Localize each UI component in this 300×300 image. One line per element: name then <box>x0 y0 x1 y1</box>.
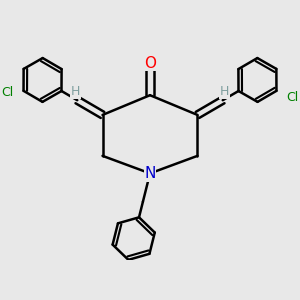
Text: Cl: Cl <box>286 91 299 103</box>
Text: Cl: Cl <box>1 86 13 99</box>
Text: H: H <box>220 85 229 98</box>
Text: H: H <box>71 85 80 98</box>
Text: O: O <box>144 56 156 70</box>
Text: N: N <box>144 166 156 181</box>
